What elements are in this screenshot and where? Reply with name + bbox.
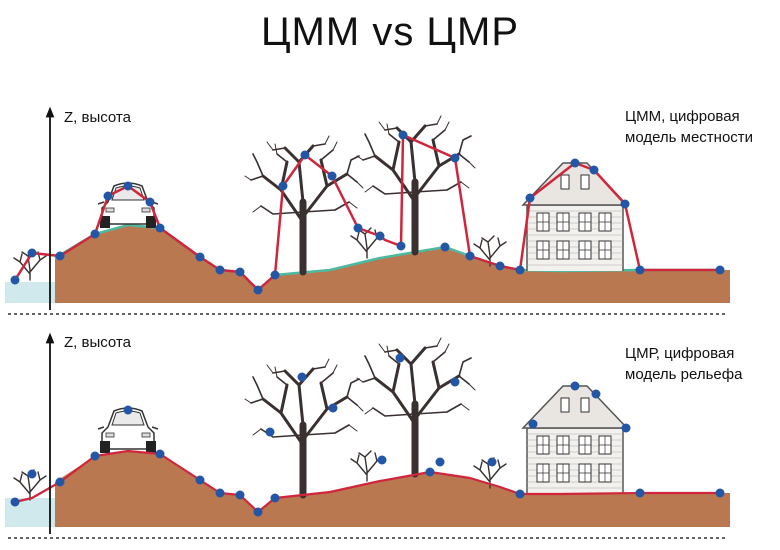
dsm-caption: ЦММ, цифровая модель местности xyxy=(625,106,780,148)
dsm-points xyxy=(10,130,725,295)
diagram-title: ЦММ vs ЦМР xyxy=(260,10,520,54)
car-object xyxy=(97,407,159,454)
house-object xyxy=(522,385,628,495)
z-axis-label-bottom: Z, высота xyxy=(64,334,131,351)
house-object xyxy=(522,162,628,272)
ground-profile-bottom xyxy=(55,451,730,527)
dtm-ground-points xyxy=(10,449,725,517)
water-area xyxy=(5,282,55,303)
z-axis-label-top: Z, высота xyxy=(64,109,131,126)
panel-bottom xyxy=(5,332,730,539)
dsm-caption-line1: ЦММ, цифровая xyxy=(625,108,740,125)
dtm-caption: ЦМР, цифровая модель рельефа xyxy=(625,343,780,385)
shrub-middle xyxy=(350,450,384,482)
dtm-object-points xyxy=(27,353,631,479)
dtm-caption-line1: ЦМР, цифровая xyxy=(625,345,735,362)
panel-top xyxy=(5,106,730,315)
dtm-caption-line2: модель рельефа xyxy=(625,366,743,383)
dsm-caption-line2: модель местности xyxy=(625,129,754,146)
ground-profile-top xyxy=(55,225,730,303)
